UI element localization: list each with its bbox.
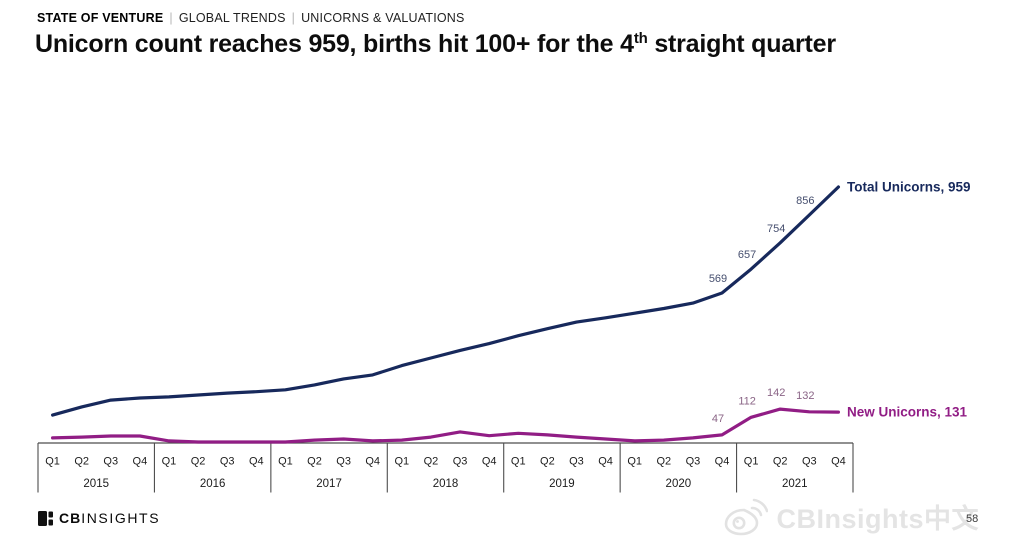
point-value-label-total-unicorns: 569 <box>709 273 727 285</box>
quarter-tick-label: Q2 <box>191 456 206 468</box>
series-end-label-new-unicorns: New Unicorns, 131 <box>847 405 968 420</box>
quarter-tick-label: Q3 <box>453 456 468 468</box>
cbinsights-logo-icon <box>38 510 53 526</box>
point-value-label-total-unicorns: 856 <box>796 195 814 207</box>
quarter-tick-label: Q2 <box>424 456 439 468</box>
quarter-tick-label: Q4 <box>133 456 148 468</box>
quarter-tick-label: Q3 <box>220 456 235 468</box>
quarter-tick-label: Q3 <box>569 456 584 468</box>
report-name: STATE OF VENTURE <box>37 11 164 25</box>
quarter-tick-label: Q4 <box>482 456 497 468</box>
quarter-tick-label: Q1 <box>45 456 60 468</box>
breadcrumb-subsection: UNICORNS & VALUATIONS <box>301 11 465 25</box>
point-value-label-new-unicorns: 112 <box>738 395 756 407</box>
page-number: 58 <box>966 513 979 525</box>
quarter-tick-label: Q1 <box>744 456 759 468</box>
title-superscript: th <box>633 30 648 47</box>
quarter-tick-label: Q4 <box>598 456 613 468</box>
quarter-tick-label: Q3 <box>336 456 351 468</box>
breadcrumb-separator: | <box>291 11 296 25</box>
year-label: 2016 <box>200 478 226 490</box>
point-value-label-new-unicorns: 132 <box>796 390 814 402</box>
quarter-tick-label: Q4 <box>365 456 380 468</box>
series-line-total-unicorns <box>50 185 841 417</box>
year-label: 2015 <box>83 478 109 490</box>
quarter-tick-label: Q2 <box>74 456 89 468</box>
quarter-tick-label: Q2 <box>773 456 788 468</box>
quarter-tick-label: Q4 <box>249 456 264 468</box>
page-title: Unicorn count reaches 959, births hit 10… <box>35 30 836 59</box>
quarter-tick-label: Q1 <box>627 456 642 468</box>
cbinsights-logo: CBINSIGHTS <box>38 510 160 526</box>
quarter-tick-label: Q1 <box>394 456 409 468</box>
year-label: 2021 <box>782 478 808 490</box>
report-breadcrumb: STATE OF VENTURE | GLOBAL TRENDS | UNICORNS … <box>37 11 465 25</box>
title-text: straight quarter <box>647 30 836 58</box>
year-label: 2020 <box>666 478 692 490</box>
quarter-tick-label: Q3 <box>802 456 817 468</box>
series-end-label-total-unicorns: Total Unicorns, 959 <box>847 180 971 195</box>
year-label: 2017 <box>316 478 342 490</box>
title-text: Unicorn count reaches 959, births hit 10… <box>35 30 634 58</box>
quarter-tick-label: Q1 <box>278 456 293 468</box>
quarter-tick-label: Q1 <box>511 456 526 468</box>
quarter-tick-label: Q3 <box>103 456 118 468</box>
quarter-tick-label: Q4 <box>831 456 846 468</box>
logo-text-cb: CB <box>59 510 82 526</box>
point-value-label-total-unicorns: 657 <box>738 249 756 261</box>
quarter-tick-label: Q3 <box>686 456 701 468</box>
quarter-tick-label: Q2 <box>540 456 555 468</box>
logo-text-insights: INSIGHTS <box>81 510 161 526</box>
quarter-tick-label: Q1 <box>162 456 177 468</box>
point-value-label-new-unicorns: 47 <box>712 413 724 425</box>
quarter-tick-label: Q4 <box>715 456 730 468</box>
point-value-label-new-unicorns: 142 <box>767 387 785 399</box>
breadcrumb-separator: | <box>169 11 173 25</box>
year-label: 2019 <box>549 478 575 490</box>
series-line-new-unicorns <box>50 407 841 444</box>
point-value-label-total-unicorns: 754 <box>767 223 785 235</box>
year-label: 2018 <box>433 478 459 490</box>
breadcrumb-section: GLOBAL TRENDS <box>178 11 286 25</box>
quarter-tick-label: Q2 <box>656 456 671 468</box>
quarter-tick-label: Q2 <box>307 456 322 468</box>
